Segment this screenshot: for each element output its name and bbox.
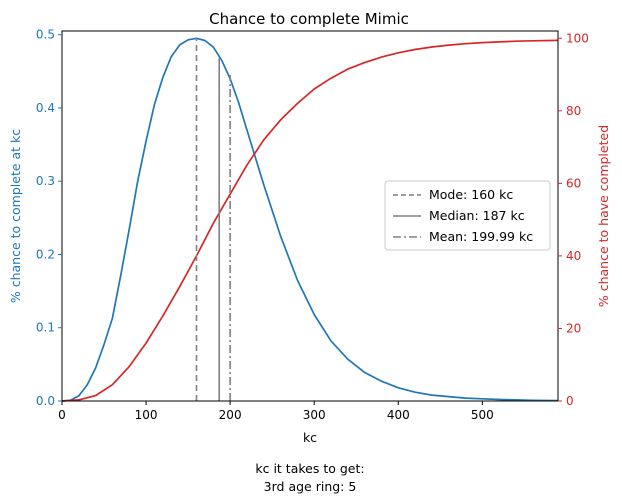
x-tick-label: 400 [387,408,410,422]
footer-line: 3rd age ring: 5 [264,479,357,494]
legend-label-mean: Mean: 199.99 kc [429,229,533,244]
x-tick-label: 0 [58,408,66,422]
x-axis-label: kc [303,430,317,445]
y-left-tick-label: 0.5 [36,28,55,42]
y-left-tick-label: 0.4 [36,101,55,115]
y-left-tick-label: 0.2 [36,247,55,261]
plot-frame [61,30,559,402]
y-right-tick-label: 40 [566,249,581,263]
y-right-tick-label: 0 [566,394,574,408]
x-tick-label: 200 [219,408,242,422]
plot-area [61,37,559,402]
y-left-tick-label: 0.3 [36,174,55,188]
x-axis: 0 100 200 300 400 500 [58,401,494,422]
cdf-line [61,39,559,402]
y-left-tick-label: 0.0 [36,394,55,408]
y-axis-left-label: % chance to complete at kc [8,129,23,303]
y-right-tick-label: 20 [566,321,581,335]
x-tick-label: 300 [303,408,326,422]
x-tick-label: 100 [135,408,158,422]
y-axis-right-label: % chance to have completed [596,125,611,307]
y-axis-right: 0 20 40 60 80 100 [558,31,589,408]
y-right-tick-label: 80 [566,104,581,118]
footer-heading: kc it takes to get: [255,461,364,476]
legend-box [384,180,551,251]
legend: Mode: 160 kc Median: 187 kc Mean: 199.99… [384,180,551,251]
y-right-tick-label: 100 [566,31,589,45]
legend-label-mode: Mode: 160 kc [429,187,513,202]
y-axis-left: 0.0 0.1 0.2 0.3 0.4 0.5 [36,28,62,408]
legend-label-median: Median: 187 kc [429,208,525,223]
y-left-tick-label: 0.1 [36,321,55,335]
x-tick-label: 500 [471,408,494,422]
chart-title: Chance to complete Mimic [209,10,409,28]
y-right-tick-label: 60 [566,176,581,190]
